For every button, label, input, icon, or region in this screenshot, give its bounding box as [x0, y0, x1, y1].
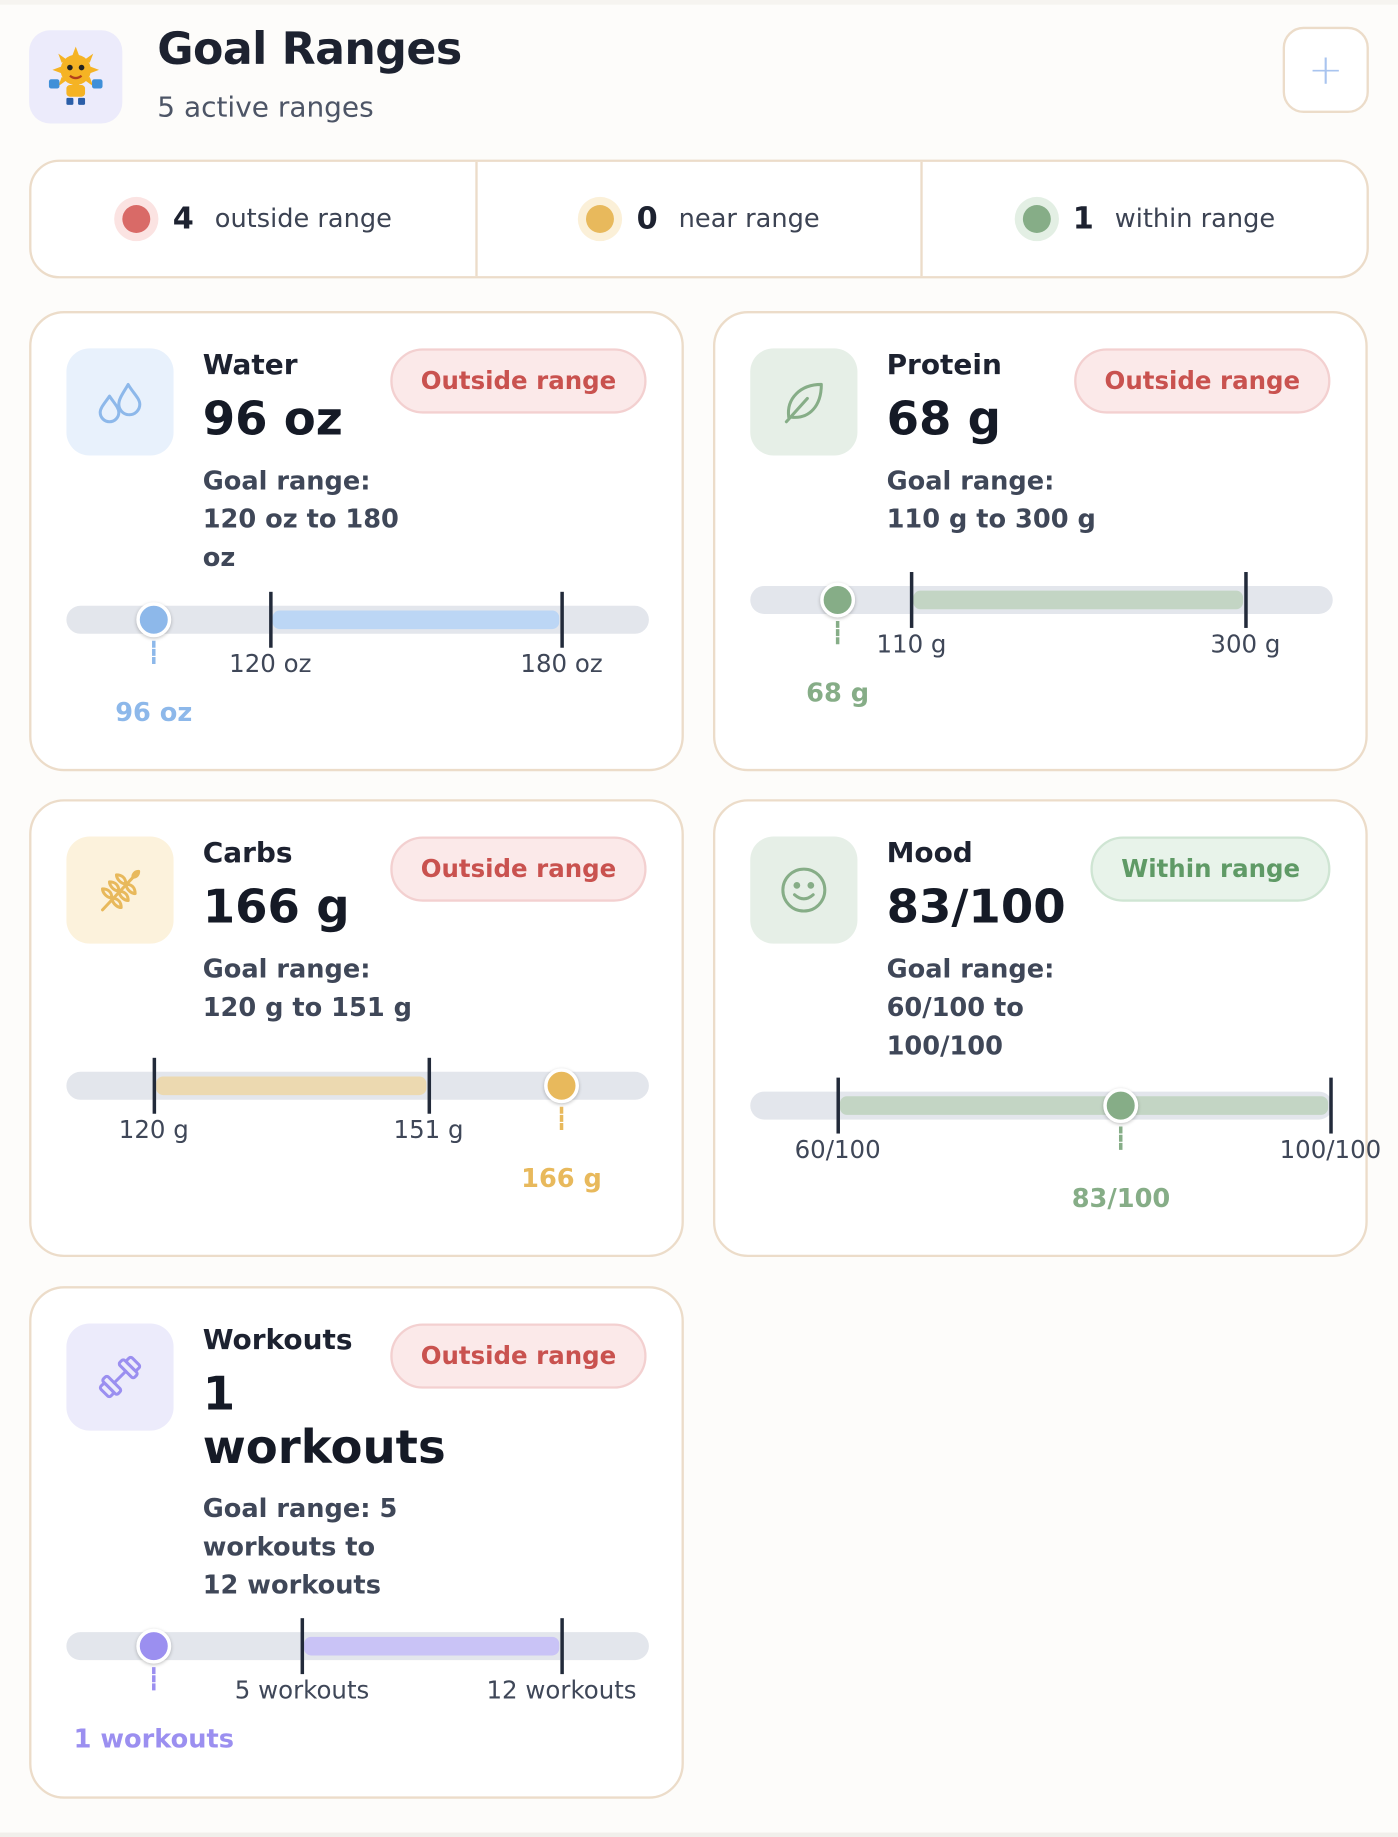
status-summary: 4 outside range 0 near range 1 within ra… [29, 159, 1369, 279]
goal-card-carbs[interactable]: Carbs 166 g Goal range: 120 g to 151 g O… [29, 799, 684, 1258]
current-value-stem [152, 1667, 156, 1691]
range-min-tick [300, 1618, 305, 1675]
range-max-label: 151 g [393, 1116, 464, 1145]
range-min-tick [269, 591, 273, 648]
range-min-label: 120 g [118, 1116, 189, 1145]
dumbbell-icon [66, 1323, 174, 1431]
summary-outside: 4 outside range [31, 162, 474, 276]
range-min-label: 120 oz [229, 650, 312, 679]
status-badge: Within range [1090, 836, 1331, 902]
current-value: 1 workouts [202, 1367, 446, 1475]
outside-label: outside range [214, 204, 392, 234]
near-count: 0 [636, 201, 658, 237]
range-max-tick [560, 591, 564, 648]
goal-range-fill [839, 1096, 1329, 1115]
card-name: Protein [886, 348, 1002, 381]
current-value-label: 166 g [521, 1165, 602, 1195]
range-track [66, 1618, 649, 1675]
current-value-stem [559, 1106, 564, 1131]
current-value-marker[interactable] [820, 582, 856, 618]
leaf-icon [750, 348, 858, 456]
goal-range-fill [304, 1636, 560, 1656]
status-badge: Outside range [390, 836, 647, 902]
summary-near: 0 near range [474, 161, 921, 277]
goal-range-fill [272, 610, 560, 630]
card-name: Water [202, 348, 298, 381]
range-max-label: 300 g [1210, 630, 1281, 659]
within-dot-icon [1014, 196, 1059, 242]
range-track [66, 1057, 649, 1114]
current-value-marker[interactable] [544, 1068, 580, 1104]
range-track [750, 1077, 1333, 1134]
range-min-tick [836, 1077, 840, 1134]
sun-mascot-icon [48, 46, 103, 105]
current-value-marker[interactable] [136, 1628, 172, 1664]
goal-card-protein[interactable]: Protein 68 g Goal range: 110 g to 300 g … [712, 311, 1368, 772]
near-label: near range [678, 204, 820, 234]
goal-range-text: Goal range: 120 g to 151 g [202, 955, 412, 1023]
page-title: Goal Ranges [157, 23, 462, 75]
goal-range-text: Goal range: 5 workouts to 12 workouts [202, 1494, 398, 1601]
range-min-tick [910, 572, 914, 628]
card-name: Carbs [202, 836, 293, 870]
current-value-label: 83/100 [1071, 1184, 1171, 1214]
header: Goal Ranges 5 active ranges + [29, 23, 1369, 128]
goal-range-text: Goal range: 60/100 to 100/100 [886, 955, 1055, 1062]
range-max-tick [1244, 572, 1248, 628]
range-max-tick [1329, 1077, 1333, 1134]
current-value-stem [835, 620, 840, 645]
status-badge: Outside range [390, 1323, 647, 1389]
near-dot-icon [578, 196, 623, 242]
status-badge: Outside range [390, 348, 647, 414]
current-value-stem [152, 640, 156, 665]
range-track [750, 572, 1333, 628]
add-range-button[interactable]: + [1282, 26, 1369, 114]
current-value-stem [1119, 1126, 1123, 1150]
goal-card-mood[interactable]: Mood 83/100 Goal range: 60/100 to 100/10… [712, 799, 1381, 1258]
summary-within: 1 within range [920, 161, 1367, 277]
range-max-label: 12 workouts [486, 1676, 637, 1705]
current-value: 83/100 [886, 880, 1066, 935]
range-min-label: 5 workouts [234, 1676, 370, 1705]
goal-range-text: Goal range: 110 g to 300 g [886, 467, 1096, 535]
range-min-tick [152, 1057, 157, 1114]
goal-range-fill [156, 1076, 427, 1096]
goal-card-water[interactable]: Water 96 oz Goal range: 120 oz to 180 oz… [29, 311, 684, 772]
range-min-label: 60/100 [794, 1135, 881, 1164]
current-value-label: 96 oz [115, 699, 193, 729]
current-value: 166 g [202, 880, 350, 935]
goal-card-workouts[interactable]: Workouts 1 workouts Goal range: 5 workou… [29, 1286, 684, 1799]
range-max-tick [427, 1057, 431, 1114]
avatar [29, 30, 123, 124]
water-drops-icon [66, 348, 174, 456]
status-badge: Outside range [1074, 348, 1331, 414]
range-max-tick [560, 1618, 564, 1675]
current-value: 68 g [886, 392, 1002, 447]
smiley-icon [750, 836, 858, 944]
goal-range-text: Goal range: 120 oz to 180 oz [202, 467, 399, 574]
top-divider [0, 0, 1398, 5]
outside-dot-icon [114, 196, 159, 242]
current-value: 96 oz [202, 392, 343, 447]
card-name: Mood [886, 836, 973, 870]
within-count: 1 [1072, 201, 1094, 237]
range-min-label: 110 g [876, 630, 947, 659]
current-value-label: 68 g [806, 679, 870, 709]
wheat-icon [66, 836, 174, 944]
current-value-marker[interactable] [1103, 1088, 1139, 1124]
range-max-label: 100/100 [1279, 1135, 1382, 1164]
current-value-label: 1 workouts [73, 1725, 234, 1755]
current-value-marker[interactable] [136, 602, 172, 638]
goal-range-fill [913, 590, 1244, 610]
range-max-label: 180 oz [520, 650, 603, 679]
outside-count: 4 [172, 201, 194, 237]
range-track [66, 591, 649, 648]
page-subtitle: 5 active ranges [157, 90, 374, 124]
bottom-divider [0, 1832, 1398, 1837]
card-name: Workouts [202, 1323, 353, 1357]
within-label: within range [1114, 204, 1276, 234]
